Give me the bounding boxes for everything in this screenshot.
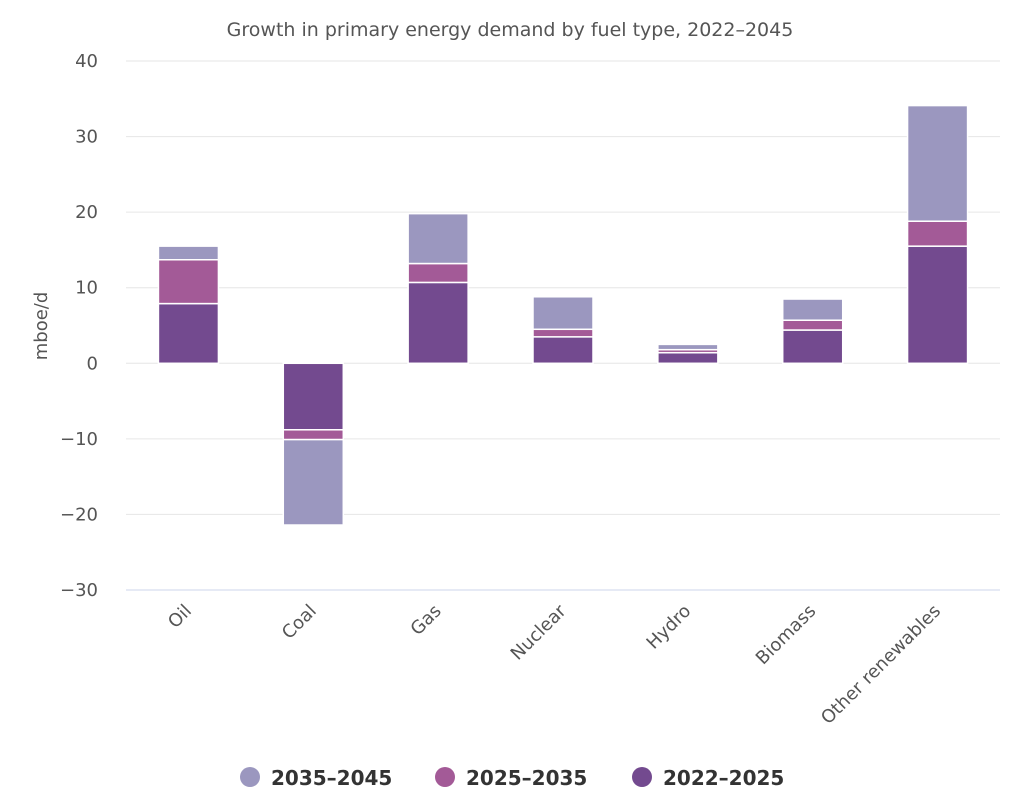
y-tick-label: 20 <box>75 202 98 223</box>
x-tick-label: Biomass <box>752 601 820 669</box>
bar-coal-2025-2035[interactable] <box>282 429 345 441</box>
bar-biomass-2022-2025[interactable] <box>781 329 844 365</box>
legend-marker <box>632 767 652 787</box>
x-tick-label: Coal <box>278 601 321 644</box>
x-tick-label: Oil <box>164 601 196 633</box>
x-tick-label: Hydro <box>643 601 696 654</box>
bar-hydro-2035-2045[interactable] <box>657 343 719 351</box>
bar-oil-2025-2035[interactable] <box>157 259 220 305</box>
bar-gas-2035-2045[interactable] <box>407 212 469 265</box>
bar-biomass-2025-2035[interactable] <box>781 319 844 331</box>
legend-label: 2025–2035 <box>466 766 587 790</box>
bar-nuclear-2022-2025[interactable] <box>532 336 594 365</box>
legend-label: 2022–2025 <box>663 766 784 790</box>
bar-oil-2022-2025[interactable] <box>157 302 220 365</box>
y-tick-label: 0 <box>87 353 98 374</box>
bar-coal-2035-2045[interactable] <box>282 438 345 526</box>
legend[interactable]: 2035–2045 2025–2035 2022–2025 <box>240 766 784 790</box>
bar-oil-2035-2045[interactable] <box>157 245 220 261</box>
bars <box>157 104 969 526</box>
y-tick-label: −10 <box>60 429 98 450</box>
bar-other-renewables-2035-2045[interactable] <box>906 104 969 222</box>
bar-nuclear-2025-2035[interactable] <box>532 328 594 338</box>
chart-subtitle: Growth in primary energy demand by fuel … <box>227 19 794 41</box>
x-tick-label: Other renewables <box>817 601 945 729</box>
y-tick-label: −20 <box>60 504 98 525</box>
bar-other-renewables-2022-2025[interactable] <box>906 245 969 365</box>
x-tick-label: Gas <box>407 601 446 640</box>
x-tick-label: Nuclear <box>507 600 571 664</box>
bar-gas-2025-2035[interactable] <box>407 262 469 284</box>
y-axis-ticks: −30 −20 −10 0 10 20 30 40 <box>60 51 98 601</box>
legend-item-2025-2035[interactable]: 2025–2035 <box>435 766 587 790</box>
bar-biomass-2035-2045[interactable] <box>781 298 844 321</box>
bar-nuclear-2035-2045[interactable] <box>532 296 594 331</box>
bar-other-renewables-2025-2035[interactable] <box>906 220 969 247</box>
y-tick-label: 40 <box>75 51 98 72</box>
bar-coal-2022-2025[interactable] <box>282 362 345 431</box>
gridlines <box>126 60 1000 591</box>
y-tick-label: −30 <box>60 580 98 601</box>
y-tick-label: 30 <box>75 127 98 148</box>
y-axis-title: mboe/d <box>31 292 52 361</box>
legend-marker <box>240 767 260 787</box>
legend-item-2022-2025[interactable]: 2022–2025 <box>632 766 784 790</box>
legend-label: 2035–2045 <box>271 766 392 790</box>
legend-item-2035-2045[interactable]: 2035–2045 <box>240 766 392 790</box>
y-tick-label: 10 <box>75 278 98 299</box>
bar-hydro-2022-2025[interactable] <box>657 351 719 365</box>
bar-gas-2022-2025[interactable] <box>407 281 469 365</box>
legend-marker <box>435 767 455 787</box>
